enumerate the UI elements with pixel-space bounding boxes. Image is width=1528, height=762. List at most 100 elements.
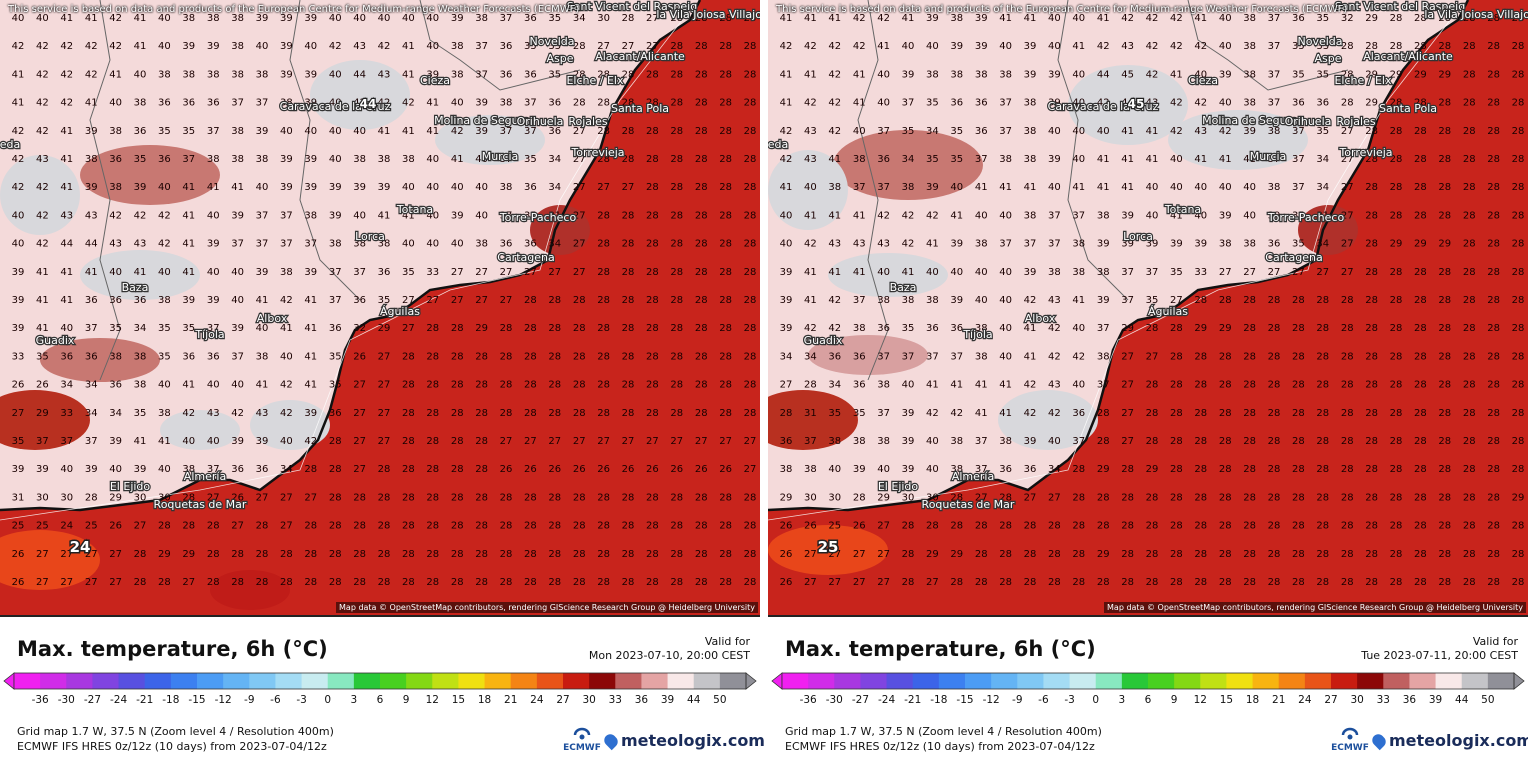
grid-value: 38 <box>999 69 1012 80</box>
map-attribution[interactable]: Map data © OpenStreetMap contributors, r… <box>336 602 758 613</box>
city-label-almeria: Almería <box>184 470 226 483</box>
grid-value: 28 <box>573 521 586 532</box>
grid-value: 28 <box>1512 69 1525 80</box>
grid-value: 41 <box>999 408 1012 419</box>
grid-value: 28 <box>646 521 659 532</box>
grid-value: 38 <box>1243 98 1256 109</box>
grid-value: 40 <box>158 182 171 193</box>
grid-value: 28 <box>1390 126 1403 137</box>
grid-value: 37 <box>207 126 220 137</box>
map-attribution[interactable]: Map data © OpenStreetMap contributors, r… <box>1104 602 1526 613</box>
grid-value: 37 <box>85 436 98 447</box>
grid-value: 37 <box>1268 13 1281 24</box>
grid-value: 38 <box>109 126 122 137</box>
ecmwf-logo[interactable]: ECMWF <box>1328 727 1372 755</box>
grid-value: 27 <box>475 267 488 278</box>
grid-value: 28 <box>1365 182 1378 193</box>
grid-value: 28 <box>1414 521 1427 532</box>
colorbar-tick-label: -30 <box>58 694 75 706</box>
grid-value: 28 <box>1463 154 1476 165</box>
grid-value: 41 <box>85 13 98 24</box>
legend-area: Max. temperature, 6h (°C) Valid for Tue … <box>768 619 1528 762</box>
grid-value: 43 <box>207 408 220 419</box>
grid-value: 41 <box>804 295 817 306</box>
grid-value: 39 <box>256 126 269 137</box>
grid-value: 39 <box>134 464 147 475</box>
grid-value: 28 <box>1243 323 1256 334</box>
ecmwf-logo[interactable]: ECMWF <box>560 727 604 755</box>
grid-value: 39 <box>304 69 317 80</box>
grid-value: 27 <box>1316 267 1329 278</box>
grid-value: 28 <box>1097 408 1110 419</box>
grid-value: 28 <box>695 492 708 503</box>
grid-value: 38 <box>207 13 220 24</box>
grid-value: 42 <box>804 323 817 334</box>
grid-value: 37 <box>207 323 220 334</box>
grid-value: 39 <box>182 41 195 52</box>
grid-value: 40 <box>475 154 488 165</box>
grid-value: 28 <box>695 41 708 52</box>
grid-value: 28 <box>1316 351 1329 362</box>
grid-value: 36 <box>853 380 866 391</box>
grid-value: 28 <box>1365 436 1378 447</box>
colorbar-swatch <box>1435 673 1463 689</box>
grid-value: 28 <box>1219 521 1232 532</box>
temperature-map[interactable]: 41 41 41 42 42 41 39 38 39 41 41 40 40 41 42 42 42 41 40 38… <box>768 0 1528 617</box>
grid-value: 41 <box>828 210 841 221</box>
grid-value: 28 <box>1194 295 1207 306</box>
grid-value: 29 <box>1097 549 1110 560</box>
grid-value: 28 <box>744 492 757 503</box>
grid-value: 28 <box>975 577 988 588</box>
meteologix-logo[interactable]: meteologix.com <box>601 731 765 751</box>
grid-value: 38 <box>182 69 195 80</box>
grid-value: 28 <box>500 351 513 362</box>
grid-value: 40 <box>280 436 293 447</box>
border-line <box>289 0 361 301</box>
grid-value: 28 <box>1268 521 1281 532</box>
city-label-totana: Totana <box>1164 203 1201 216</box>
grid-value: 42 <box>36 182 49 193</box>
grid-value: 41 <box>60 126 73 137</box>
grid-value: 39 <box>207 41 220 52</box>
grid-value: 42 <box>36 126 49 137</box>
temperature-map[interactable]: 40 40 41 41 42 41 40 38 38 38 39 39 39 40 40 40 40 40 39 38… <box>0 0 760 617</box>
grid-value: 28 <box>1438 154 1451 165</box>
grid-value: 38 <box>999 436 1012 447</box>
grid-value: 42 <box>85 41 98 52</box>
grid-value: 40 <box>1219 182 1232 193</box>
grid-value: 28 <box>1048 549 1061 560</box>
grid-value: 28 <box>744 295 757 306</box>
grid-value: 40 <box>256 323 269 334</box>
grid-value: 28 <box>1463 126 1476 137</box>
grid-value: 28 <box>475 351 488 362</box>
colorbar-tick-label: 27 <box>1324 694 1337 706</box>
grid-value: 28 <box>548 380 561 391</box>
colorbar-tick-label: 24 <box>530 694 544 706</box>
grid-value: 36 <box>109 154 122 165</box>
grid-value: 28 <box>622 126 635 137</box>
colorbar-frame <box>13 672 747 690</box>
grid-value: 28 <box>975 549 988 560</box>
ecmwf-label: ECMWF <box>563 743 601 753</box>
hot-zone-grey <box>1168 110 1308 170</box>
grid-value: 42 <box>1048 351 1061 362</box>
grid-value: 40 <box>426 154 439 165</box>
grid-value: 40 <box>999 295 1012 306</box>
grid-value: 28 <box>1146 577 1159 588</box>
hot-zone-grey <box>0 155 80 235</box>
meteologix-logo[interactable]: meteologix.com <box>1369 731 1528 751</box>
grid-value: 36 <box>231 464 244 475</box>
grid-value: 28 <box>475 521 488 532</box>
grid-value: 40 <box>329 154 342 165</box>
grid-value: 36 <box>877 154 890 165</box>
grid-value: 28 <box>719 267 732 278</box>
grid-value: 28 <box>475 549 488 560</box>
grid-value: 28 <box>1487 69 1500 80</box>
model-info-line: ECMWF IFS HRES 0z/12z (10 days) from 202… <box>17 740 327 753</box>
city-label-rojales: Rojales <box>1336 115 1375 128</box>
grid-value: 28 <box>1463 69 1476 80</box>
grid-value: 29 <box>1390 69 1403 80</box>
grid-value: 34 <box>85 380 98 391</box>
grid-value: 40 <box>304 41 317 52</box>
grid-value: 28 <box>1024 521 1037 532</box>
